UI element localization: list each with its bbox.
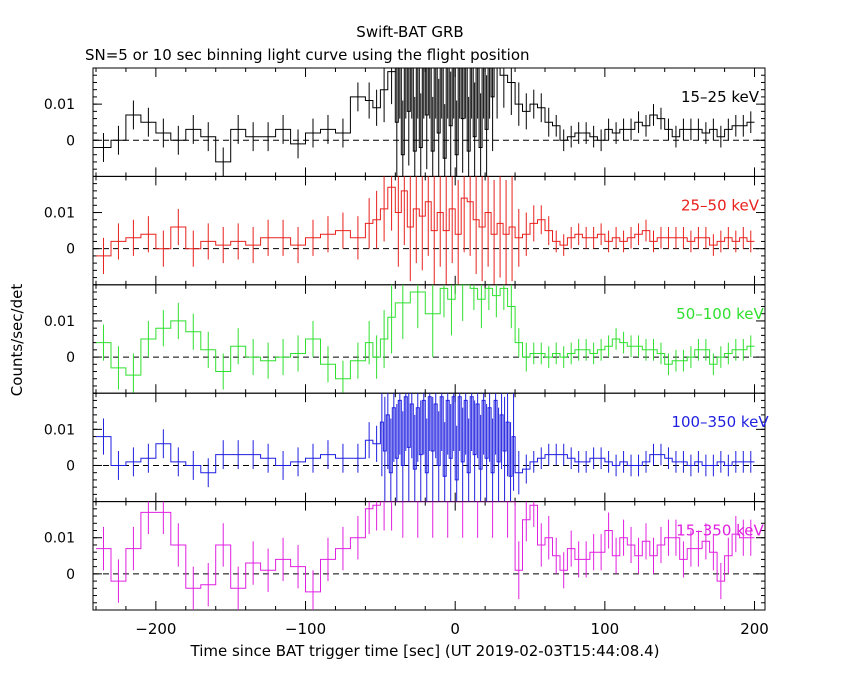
series-step-line — [96, 501, 755, 593]
series-step-line — [96, 396, 755, 481]
band-label: 15–25 keV — [681, 88, 760, 106]
y-axis-label: Counts/sec/det — [8, 284, 26, 397]
panel-5: 0 0.01 15–350 keV −200 −100 0 100 200 — [44, 501, 769, 638]
y-tick-label: 0.01 — [44, 422, 75, 438]
series-step-line — [96, 186, 755, 257]
chart-title: Swift-BAT GRB — [356, 23, 463, 41]
panel-4: 0 0.01 100–350 keV — [44, 392, 769, 503]
panel-frame — [92, 284, 766, 394]
y-tick-label: 0 — [66, 567, 75, 583]
y-tick-label: 0.01 — [44, 314, 75, 330]
chart-subtitle: SN=5 or 10 sec binning light curve using… — [85, 46, 530, 64]
panel-1: 0 0.01 15–25 keV — [44, 67, 766, 177]
x-axis-label: Time since BAT trigger time [sec] (UT 20… — [190, 642, 660, 660]
panel-2: 0 0.01 25–50 keV — [44, 175, 766, 286]
panel-frame — [92, 501, 766, 611]
y-tick-label: 0.01 — [44, 97, 75, 113]
y-tick-label: 0 — [66, 350, 75, 366]
x-tick-label: 0 — [450, 620, 460, 638]
panels-group: 0 0.01 15–25 keV 0 0.01 25–50 keV 0 0.01 50–100 … — [44, 67, 769, 638]
series-step-line — [96, 68, 755, 163]
band-label: 15–350 keV — [676, 522, 764, 540]
panel-3: 0 0.01 50–100 keV — [44, 284, 766, 394]
y-tick-label: 0 — [66, 133, 75, 149]
series-step-line — [96, 284, 755, 380]
band-label: 25–50 keV — [681, 196, 760, 214]
band-label: 100–350 keV — [671, 413, 769, 431]
x-tick-label: −100 — [285, 620, 326, 638]
y-tick-label: 0.01 — [44, 531, 75, 547]
x-tick-label: 100 — [591, 620, 620, 638]
x-tick-label: −200 — [135, 620, 176, 638]
y-tick-label: 0 — [66, 458, 75, 474]
y-tick-label: 0 — [66, 242, 75, 258]
y-tick-label: 0.01 — [44, 206, 75, 222]
panel-frame — [92, 392, 766, 503]
x-tick-label: 200 — [740, 620, 769, 638]
band-label: 50–100 keV — [676, 305, 764, 323]
panel-frame — [92, 175, 766, 286]
